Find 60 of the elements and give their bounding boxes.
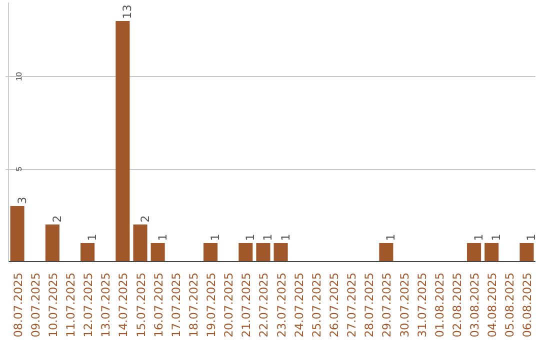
x-tick-label: 01.08.2025 xyxy=(432,272,446,338)
x-tick-label: 03.08.2025 xyxy=(468,272,482,338)
data-label: 2 xyxy=(50,215,64,222)
data-label: 1 xyxy=(489,234,504,241)
x-tick-label: 18.07.2025 xyxy=(186,272,200,338)
x-tick-label: 31.07.2025 xyxy=(414,272,429,338)
bar xyxy=(116,21,130,262)
bar xyxy=(150,243,165,262)
x-tick-label: 10.07.2025 xyxy=(46,272,60,338)
data-label: 1 xyxy=(85,234,100,241)
bar xyxy=(379,243,394,262)
x-tick-label: 27.07.2025 xyxy=(344,272,359,338)
bar xyxy=(203,243,218,262)
data-label: 1 xyxy=(243,234,258,241)
bar xyxy=(256,243,270,262)
bar xyxy=(10,206,24,262)
x-tick-label: 06.08.2025 xyxy=(520,272,534,338)
x-tick-label: 16.07.2025 xyxy=(151,272,166,338)
x-tick-label: 13.07.2025 xyxy=(98,272,113,338)
x-tick-label: 28.07.2025 xyxy=(362,272,376,338)
bar xyxy=(484,243,499,262)
x-tick-label: 12.07.2025 xyxy=(81,272,96,338)
x-tick-label: 25.07.2025 xyxy=(309,272,324,338)
x-tick-label: 30.07.2025 xyxy=(397,272,412,338)
x-tick-label: 04.08.2025 xyxy=(485,272,500,338)
x-tick-label: 17.07.2025 xyxy=(168,272,183,338)
x-tick-label: 29.07.2025 xyxy=(380,272,394,338)
y-tick-label: 10 xyxy=(14,72,24,81)
bar xyxy=(133,224,148,262)
x-tick-label: 11.07.2025 xyxy=(63,272,78,338)
data-label: 1 xyxy=(472,234,486,241)
y-tick-label: 5 xyxy=(14,166,24,172)
x-tick-label: 02.08.2025 xyxy=(450,272,464,338)
data-label: 1 xyxy=(260,234,275,241)
data-label: 1 xyxy=(155,234,170,241)
bar xyxy=(466,243,482,262)
x-tick-label: 14.07.2025 xyxy=(116,272,130,338)
x-tick-label: 23.07.2025 xyxy=(274,272,288,338)
bar xyxy=(80,243,95,262)
data-label: 1 xyxy=(208,234,222,241)
data-label: 3 xyxy=(14,196,29,204)
x-tick-label: 05.08.2025 xyxy=(502,272,517,338)
x-tick-label: 21.07.2025 xyxy=(239,272,254,338)
data-label: 13 xyxy=(120,4,134,19)
x-tick-label: 24.07.2025 xyxy=(292,272,306,338)
data-label: 1 xyxy=(524,234,538,241)
data-label: 1 xyxy=(384,234,398,241)
x-tick-label: 19.07.2025 xyxy=(204,272,218,338)
bar xyxy=(520,243,534,262)
bar xyxy=(274,243,288,262)
x-tick-label: 15.07.2025 xyxy=(134,272,148,338)
data-label: 2 xyxy=(138,215,152,222)
x-tick-label: 20.07.2025 xyxy=(222,272,236,338)
x-tick-label: 26.07.2025 xyxy=(326,272,341,338)
data-label: 1 xyxy=(278,234,292,241)
bar xyxy=(238,243,253,262)
x-tick-label: 22.07.2025 xyxy=(256,272,271,338)
x-tick-label: 08.07.2025 xyxy=(10,272,25,338)
bar xyxy=(45,224,60,262)
x-tick-label: 09.07.2025 xyxy=(28,272,42,338)
